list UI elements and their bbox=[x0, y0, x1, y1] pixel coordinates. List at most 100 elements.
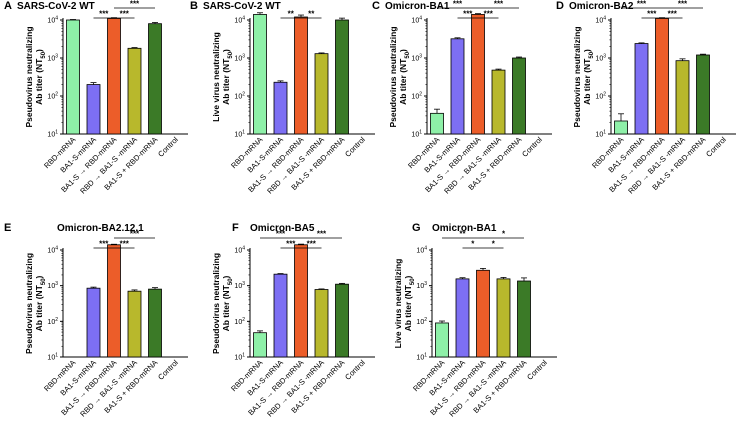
y-tick-base: 10 bbox=[234, 132, 242, 139]
y-axis-label-end: ) bbox=[398, 49, 408, 52]
y-tick-base: 10 bbox=[234, 56, 242, 63]
y-tick-label: 103 bbox=[595, 54, 606, 63]
bar bbox=[430, 112, 444, 135]
y-tick-base: 10 bbox=[234, 94, 242, 101]
y-axis-label-subscript: 50 bbox=[41, 51, 47, 58]
y-axis-label-end: ) bbox=[221, 49, 231, 52]
y-tick-base: 10 bbox=[47, 283, 55, 290]
y-tick-label: 102 bbox=[595, 92, 606, 101]
y-tick-exponent: 4 bbox=[55, 246, 58, 252]
significance-label: *** bbox=[130, 0, 140, 9]
y-axis-label-end: ) bbox=[34, 49, 44, 52]
significance-label: ** bbox=[459, 230, 466, 239]
y-tick-label: 103 bbox=[47, 281, 58, 290]
bar bbox=[512, 57, 526, 135]
y-tick-base: 10 bbox=[47, 94, 55, 101]
panel-D: D Omicron-BA2 Pseudovirus neutralizingAb t… bbox=[556, 0, 736, 196]
y-tick-base: 10 bbox=[595, 56, 603, 63]
bar bbox=[634, 43, 649, 135]
y-tick-base: 10 bbox=[47, 248, 55, 255]
y-tick-exponent: 1 bbox=[55, 353, 58, 359]
y-axis-label: Pseudovirus neutralizingAb titer (NT50) bbox=[572, 26, 595, 127]
y-axis-label: Pseudovirus neutralizingAb titer (NT50) bbox=[24, 26, 47, 127]
x-tick-label: Control bbox=[343, 135, 367, 159]
bar bbox=[314, 289, 329, 358]
panel-title: Omicron-BA1 bbox=[432, 223, 497, 234]
y-tick-label: 101 bbox=[234, 130, 245, 139]
bar bbox=[86, 84, 101, 135]
bar bbox=[496, 278, 511, 358]
y-axis-label-line2: Ab titer (NT bbox=[34, 284, 44, 331]
x-tick-label: Control bbox=[343, 358, 367, 382]
y-axis-label-subscript: 50 bbox=[589, 51, 595, 58]
y-tick-label: 101 bbox=[411, 130, 422, 139]
significance-label: *** bbox=[647, 10, 657, 19]
bar bbox=[455, 278, 470, 358]
significance-label: *** bbox=[317, 230, 327, 239]
panel-title: Omicron-BA2.12.1 bbox=[57, 223, 144, 234]
y-tick-base: 10 bbox=[47, 319, 55, 326]
significance-label: *** bbox=[637, 0, 647, 9]
panel-letter: G bbox=[412, 222, 421, 234]
panel-title: SARS-CoV-2 WT bbox=[203, 1, 281, 12]
bar bbox=[614, 120, 628, 135]
significance-label: *** bbox=[484, 10, 494, 19]
bar bbox=[66, 19, 80, 135]
y-tick-exponent: 3 bbox=[242, 54, 245, 60]
y-tick-label: 103 bbox=[234, 281, 245, 290]
y-tick-label: 102 bbox=[411, 92, 422, 101]
significance-label: *** bbox=[120, 10, 130, 19]
panel-letter: D bbox=[556, 0, 564, 12]
y-tick-base: 10 bbox=[411, 132, 419, 139]
y-tick-label: 104 bbox=[47, 16, 58, 25]
y-axis-label: Pseudovirus neutralizingAb titer (NT50) bbox=[388, 26, 411, 127]
y-tick-exponent: 3 bbox=[242, 281, 245, 287]
y-tick-label: 102 bbox=[416, 317, 427, 326]
significance-label: *** bbox=[286, 240, 296, 249]
y-tick-base: 10 bbox=[47, 132, 55, 139]
significance-label: * bbox=[502, 230, 506, 239]
y-tick-exponent: 1 bbox=[424, 353, 427, 359]
panel-B: B SARS-CoV-2 WT Live virus neutralizingAb … bbox=[190, 0, 375, 196]
y-tick-exponent: 4 bbox=[242, 16, 245, 22]
y-axis-label: Live virus neutralizingAb titer (NT50) bbox=[393, 259, 416, 349]
y-tick-base: 10 bbox=[411, 56, 419, 63]
y-tick-exponent: 4 bbox=[419, 16, 422, 22]
y-tick-base: 10 bbox=[416, 319, 424, 326]
y-tick-exponent: 4 bbox=[603, 16, 606, 22]
bar bbox=[273, 273, 288, 358]
y-tick-label: 103 bbox=[47, 54, 58, 63]
y-axis-label: Pseudovirus neutralizingAb titer (NT50) bbox=[211, 253, 234, 354]
significance-label: *** bbox=[307, 240, 317, 249]
bar bbox=[253, 14, 267, 135]
y-axis-label-end: ) bbox=[221, 275, 231, 278]
y-tick-base: 10 bbox=[595, 18, 603, 25]
x-tick-label: Control bbox=[704, 135, 728, 159]
y-tick-base: 10 bbox=[416, 355, 424, 362]
panel-letter: F bbox=[232, 222, 239, 234]
bar bbox=[314, 53, 329, 135]
y-tick-base: 10 bbox=[416, 283, 424, 290]
bar bbox=[696, 54, 710, 135]
y-tick-label: 102 bbox=[234, 92, 245, 101]
y-tick-label: 103 bbox=[411, 54, 422, 63]
y-axis-label-line2: Ab titer (NT bbox=[403, 284, 413, 331]
y-axis-label-line1: Pseudovirus neutralizing bbox=[24, 253, 34, 354]
significance-label: * bbox=[471, 240, 475, 249]
panel-letter: B bbox=[190, 0, 198, 12]
significance-label: *** bbox=[99, 10, 109, 19]
y-tick-exponent: 1 bbox=[242, 130, 245, 136]
y-tick-exponent: 3 bbox=[603, 54, 606, 60]
y-axis-label-subscript: 50 bbox=[405, 51, 411, 58]
y-axis-label-line1: Pseudovirus neutralizing bbox=[24, 26, 34, 127]
y-tick-base: 10 bbox=[411, 94, 419, 101]
y-tick-exponent: 3 bbox=[424, 281, 427, 287]
y-tick-label: 104 bbox=[595, 16, 606, 25]
x-tick-label: Control bbox=[525, 358, 549, 382]
bar bbox=[335, 19, 349, 135]
y-tick-label: 104 bbox=[47, 246, 58, 255]
bar bbox=[148, 288, 162, 358]
x-tick-label: Control bbox=[156, 135, 180, 159]
y-tick-base: 10 bbox=[416, 248, 424, 255]
x-tick-label: Control bbox=[520, 135, 544, 159]
